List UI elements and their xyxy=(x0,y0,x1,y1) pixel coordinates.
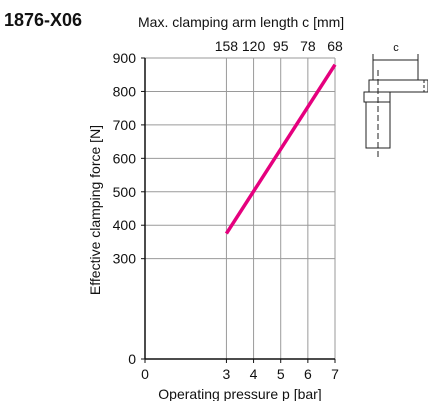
grid xyxy=(145,57,336,359)
top-tick-label-95: 95 xyxy=(273,38,289,54)
x-tick-label-7: 7 xyxy=(331,366,339,382)
clamp-arm-body xyxy=(368,79,428,93)
x-axis-label: Operating pressure p [bar] xyxy=(158,386,321,401)
y-tick-label-900: 900 xyxy=(113,50,137,66)
y-tick-label-600: 600 xyxy=(113,150,137,166)
clamp-arm-diagram xyxy=(363,54,428,160)
dimension-label-c: c xyxy=(393,42,399,54)
clamp-head xyxy=(363,91,391,103)
top-tick-label-120: 120 xyxy=(242,38,266,54)
y-tick-label-0: 0 xyxy=(128,351,136,367)
x-tick-label-3: 3 xyxy=(223,366,231,382)
y-tick-label-300: 300 xyxy=(113,251,137,267)
top-tick-label-68: 68 xyxy=(327,38,343,54)
x-tick-label-5: 5 xyxy=(277,366,285,382)
tick-labels: 0 3 4 5 6 7 0 300 400 500 600 700 800 900 158 120 95 78 68 xyxy=(113,38,343,382)
y-tick-label-800: 800 xyxy=(113,83,137,99)
x-tick-label-4: 4 xyxy=(250,366,258,382)
x-tick-label-6: 6 xyxy=(304,366,312,382)
top-tick-label-78: 78 xyxy=(300,38,316,54)
y-axis-label: Effective clamping force [N] xyxy=(87,125,103,295)
axes xyxy=(141,57,336,363)
data-marks xyxy=(224,63,337,235)
figure-id: 1876-X06 xyxy=(4,10,82,30)
y-tick-label-700: 700 xyxy=(113,117,137,133)
top-axis-label: Max. clamping arm length c [mm] xyxy=(138,14,344,30)
series-line-0 xyxy=(224,63,337,235)
y-tick-label-500: 500 xyxy=(113,184,137,200)
x-tick-label-0: 0 xyxy=(141,366,149,382)
top-tick-label-158: 158 xyxy=(215,38,239,54)
plot-area: 0 3 4 5 6 7 0 300 400 500 600 700 800 900 158 120 95 78 68 xyxy=(113,38,343,382)
y-tick-label-400: 400 xyxy=(113,217,137,233)
